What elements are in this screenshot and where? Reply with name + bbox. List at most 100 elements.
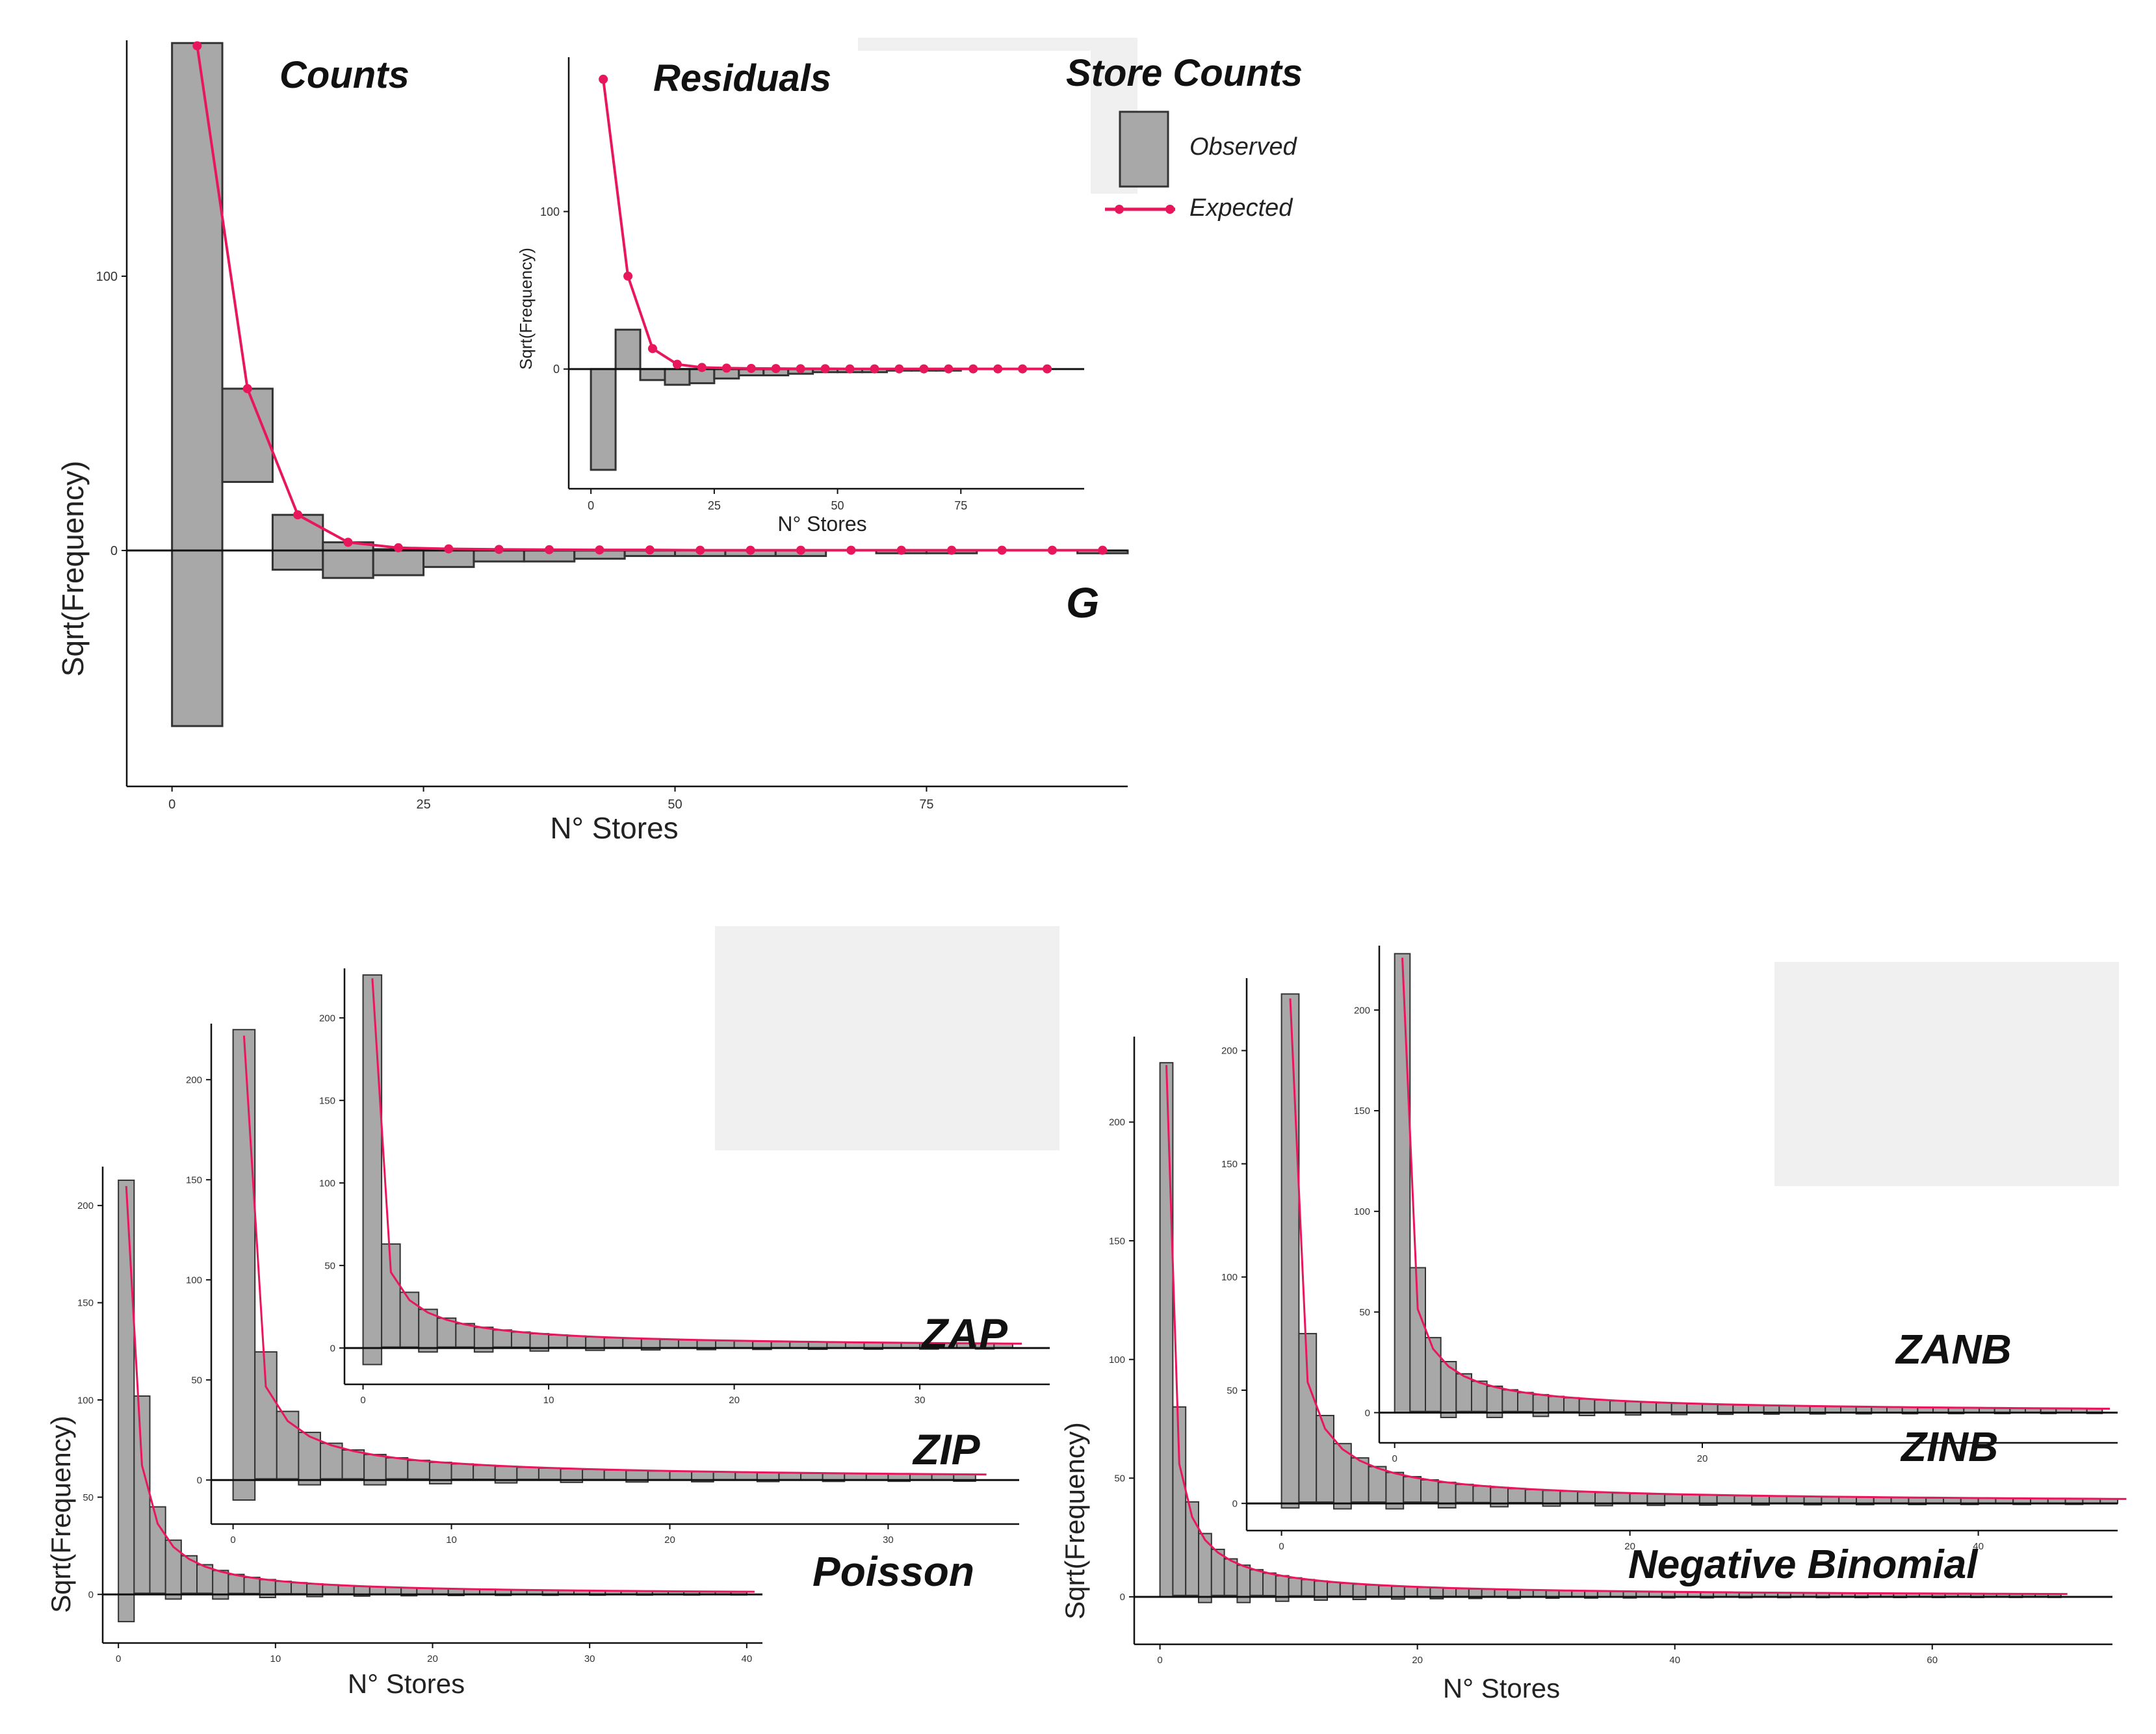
zanb-bar — [1640, 1401, 1657, 1413]
zip-bar — [734, 1471, 758, 1481]
zap-bar — [622, 1338, 642, 1349]
zinb-bar — [1280, 993, 1300, 1509]
legend-title: Store Counts — [1066, 52, 1303, 94]
zanb-bar — [1501, 1389, 1518, 1412]
zinb-bar — [1403, 1476, 1422, 1503]
zinb-y-tick-label: 0 — [1232, 1498, 1238, 1509]
zinb-bar — [1664, 1494, 1683, 1504]
counts-bar — [171, 42, 224, 727]
poisson-label: Poisson — [812, 1548, 974, 1595]
zinb-bar — [1734, 1495, 1753, 1504]
zanb-bar — [1594, 1399, 1611, 1413]
counts-expected-point — [393, 543, 403, 552]
negbin-bar — [1494, 1588, 1509, 1598]
residuals-expected-point — [599, 74, 608, 84]
residuals-ylabel: Sqrt(Frequency) — [516, 248, 536, 370]
residuals-title: Residuals — [653, 57, 831, 99]
residuals-expected-point — [993, 364, 1003, 374]
zip-bar — [516, 1466, 539, 1481]
zinb-bar — [1455, 1483, 1474, 1503]
counts-expected-point — [343, 537, 353, 547]
grey-box-mid-left — [715, 926, 1059, 1150]
negbin-ylabel: Sqrt(Frequency) — [1059, 1422, 1090, 1619]
negbin-bar — [1378, 1585, 1393, 1598]
zanb-bar — [1471, 1380, 1488, 1412]
residuals-bar — [614, 328, 642, 370]
zap-panel: 0 10 20 30 0 50 100 150 200 — [319, 968, 1050, 1406]
zinb-y-tick-label: 50 — [1227, 1385, 1238, 1396]
residuals-xlabel: N° Stores — [777, 512, 866, 536]
zanb-expected-line — [1401, 957, 2111, 1410]
zip-bar — [298, 1431, 321, 1486]
residuals-expected-point — [845, 364, 855, 374]
residuals-expected-point — [721, 363, 731, 373]
zanb-bar — [1656, 1402, 1672, 1413]
zap-bar — [455, 1323, 475, 1348]
zip-bar — [473, 1464, 496, 1481]
counts-bar — [372, 548, 425, 576]
zanb-bar — [1517, 1391, 1534, 1412]
poisson-bar — [337, 1585, 355, 1595]
negbin-bar — [1558, 1590, 1573, 1598]
zanb-bar — [1455, 1373, 1472, 1412]
legend-expected-label: Expected — [1189, 194, 1293, 222]
negbin-bar — [1301, 1579, 1316, 1597]
residuals-expected-point — [672, 359, 682, 369]
zip-bar — [407, 1459, 430, 1480]
residuals-expected-point — [919, 364, 929, 374]
counts-xlabel: N° Stores — [550, 811, 678, 845]
g-label: G — [1066, 578, 1099, 627]
zap-bar — [362, 974, 383, 1365]
counts-expected-point — [1098, 545, 1108, 555]
zip-expected-line — [242, 1035, 987, 1476]
residuals-expected-point — [820, 364, 830, 374]
zip-bar — [582, 1468, 605, 1481]
zap-bar — [677, 1339, 698, 1349]
negbin-bar — [1159, 1062, 1174, 1598]
counts-bar — [422, 549, 475, 568]
zinb-bar — [1507, 1488, 1526, 1503]
zap-bar — [492, 1329, 512, 1348]
counts-expected-point — [695, 545, 705, 555]
counts-expected-point — [1047, 545, 1057, 555]
zap-bar — [659, 1338, 679, 1349]
negbin-bar — [1403, 1586, 1418, 1598]
counts-x-tick-label: 75 — [919, 797, 933, 812]
zanb-y-tick-label: 100 — [1354, 1206, 1370, 1217]
counts-expected-point — [595, 545, 604, 555]
residuals-expected-point — [623, 271, 633, 281]
negbin-expected-line — [1165, 1065, 2068, 1596]
zinb-bar — [1769, 1495, 1787, 1504]
zanb-y-tick-label: 200 — [1354, 1005, 1370, 1016]
zip-bar — [538, 1467, 562, 1481]
counts-y-tick-label: 100 — [96, 270, 118, 284]
poisson-y-tick-label: 200 — [77, 1200, 94, 1211]
counts-expected-point — [545, 545, 554, 554]
zinb-x-tick-label: 0 — [1279, 1541, 1284, 1552]
zap-bar — [399, 1291, 420, 1348]
zap-x-tick-label: 30 — [915, 1395, 926, 1406]
zap-y-tick-label: 150 — [319, 1095, 335, 1106]
counts-x-tick-label: 0 — [168, 797, 175, 812]
zinb-bar — [1838, 1496, 1857, 1504]
zinb-label: ZINB — [1900, 1423, 1998, 1470]
legend: Store Counts Observed Expected — [1066, 52, 1303, 222]
residuals-x-tick-label: 25 — [708, 499, 721, 512]
zap-bar — [436, 1317, 457, 1348]
zip-x-tick-label: 0 — [230, 1534, 235, 1546]
zinb-bar — [1524, 1488, 1544, 1504]
zinb-y-tick-label: 100 — [1221, 1272, 1238, 1283]
poisson-y-tick-label: 150 — [77, 1298, 94, 1309]
negbin-bar — [1416, 1586, 1431, 1598]
negbin-xlabel: N° Stores — [1443, 1673, 1560, 1703]
poisson-expected-line — [125, 1185, 755, 1593]
negbin-bar — [1262, 1572, 1277, 1597]
zip-bar — [778, 1472, 802, 1481]
poisson-bar — [291, 1582, 308, 1595]
poisson-bar — [227, 1573, 245, 1594]
residuals-y-tick-label: 100 — [540, 205, 560, 218]
counts-x-tick-label: 50 — [668, 797, 682, 812]
zinb-bar — [1821, 1496, 1840, 1504]
zip-y-tick-label: 150 — [186, 1174, 202, 1185]
